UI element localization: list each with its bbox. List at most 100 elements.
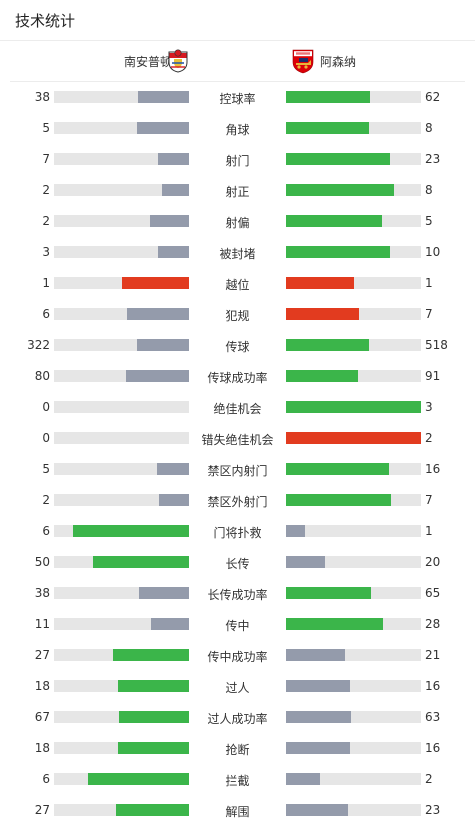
home-stat-bar (54, 215, 189, 227)
stat-label: 错失绝佳机会 (201, 433, 274, 447)
home-stat-bar-fill (157, 153, 189, 165)
home-stat-bar (54, 246, 189, 258)
home-stat-value: 6 (42, 307, 50, 321)
home-stat-bar (54, 432, 189, 444)
home-stat-value: 0 (42, 400, 50, 414)
stat-label: 解围 (225, 805, 250, 819)
home-stat-bar-fill (119, 711, 189, 723)
stat-row: 1 越位 1 (0, 268, 475, 299)
stat-label: 抢断 (225, 743, 250, 757)
away-stat-value: 16 (425, 741, 441, 755)
home-stat-value: 6 (42, 772, 50, 786)
away-stat-bar (286, 184, 421, 196)
home-stat-value: 2 (42, 214, 50, 228)
home-stat-bar-fill (117, 742, 189, 754)
home-stat-value: 27 (34, 803, 50, 817)
stat-label: 控球率 (219, 92, 256, 106)
home-stat-bar (54, 773, 189, 785)
home-stat-bar (54, 308, 189, 320)
away-stat-bar (286, 153, 421, 165)
stat-label: 门将扑救 (213, 526, 262, 540)
home-stat-bar-fill (126, 308, 189, 320)
home-stat-value: 18 (34, 679, 50, 693)
stat-label: 长传 (225, 557, 250, 571)
stat-label: 禁区内射门 (207, 464, 268, 478)
home-stat-value: 2 (42, 493, 50, 507)
stat-label: 拦截 (225, 774, 250, 788)
away-stat-bar-fill (286, 370, 358, 382)
away-stat-value: 91 (425, 369, 441, 383)
away-stat-value: 518 (425, 338, 448, 352)
home-stat-value: 322 (27, 338, 50, 352)
home-stat-value: 2 (42, 183, 50, 197)
home-stat-bar-fill (113, 649, 189, 661)
home-stat-bar-fill (162, 184, 189, 196)
stat-label: 被封堵 (219, 247, 256, 261)
stat-row: 38 长传成功率 65 (0, 578, 475, 609)
stat-row: 80 传球成功率 91 (0, 361, 475, 392)
home-stat-bar-fill (137, 339, 189, 351)
home-stat-bar (54, 494, 189, 506)
away-stat-bar-fill (286, 401, 421, 413)
away-stat-bar-fill (286, 494, 392, 506)
away-stat-bar-fill (286, 432, 421, 444)
home-stat-bar-fill (139, 587, 189, 599)
stat-label: 射正 (225, 185, 250, 199)
home-stat-bar-fill (73, 525, 189, 537)
page-header: 技术统计 (0, 0, 475, 41)
stat-row: 0 绝佳机会 3 (0, 392, 475, 423)
stat-label: 长传成功率 (207, 588, 268, 602)
away-stat-bar-fill (286, 618, 383, 630)
stat-label: 绝佳机会 (213, 402, 262, 416)
teams-header: 南安普顿 阿森纳 (10, 42, 465, 82)
away-stat-bar-fill (286, 215, 383, 227)
away-stat-bar-fill (286, 463, 389, 475)
away-stat-bar (286, 742, 421, 754)
away-stat-bar (286, 649, 421, 661)
away-stat-value: 8 (425, 121, 433, 135)
home-stat-bar (54, 153, 189, 165)
stat-label: 角球 (225, 123, 250, 137)
away-stat-bar-fill (286, 556, 325, 568)
away-stat-bar (286, 711, 421, 723)
away-stat-value: 65 (425, 586, 441, 600)
stat-row: 3 被封堵 10 (0, 237, 475, 268)
stat-label: 传球 (225, 340, 250, 354)
home-stat-bar (54, 742, 189, 754)
away-stat-value: 3 (425, 400, 433, 414)
away-stat-bar (286, 556, 421, 568)
away-stat-bar (286, 587, 421, 599)
away-stat-value: 28 (425, 617, 441, 631)
away-stat-bar (286, 122, 421, 134)
home-stat-bar (54, 184, 189, 196)
stat-label: 越位 (225, 278, 250, 292)
home-stat-value: 3 (42, 245, 50, 259)
stat-row: 5 角球 8 (0, 113, 475, 144)
home-stat-bar-fill (156, 463, 189, 475)
stat-row: 2 射偏 5 (0, 206, 475, 237)
away-team-name: 阿森纳 (320, 55, 357, 69)
stat-label: 射门 (225, 154, 250, 168)
stat-row: 18 过人 16 (0, 671, 475, 702)
home-stat-bar (54, 370, 189, 382)
home-stat-value: 5 (42, 121, 50, 135)
home-stat-bar (54, 587, 189, 599)
away-stat-value: 20 (425, 555, 441, 569)
away-stat-bar-fill (286, 804, 349, 816)
stat-row: 322 传球 518 (0, 330, 475, 361)
home-stat-bar-fill (150, 215, 189, 227)
page-title: 技术统计 (15, 12, 76, 30)
stat-row: 18 抢断 16 (0, 733, 475, 764)
home-stat-bar-fill (125, 370, 189, 382)
away-stat-bar-fill (286, 184, 394, 196)
stat-row: 27 传中成功率 21 (0, 640, 475, 671)
away-stat-bar-fill (286, 277, 354, 289)
away-stat-bar-fill (286, 246, 390, 258)
away-stat-value: 63 (425, 710, 441, 724)
away-stat-bar-fill (286, 742, 350, 754)
away-stat-value: 21 (425, 648, 441, 662)
away-stat-bar (286, 91, 421, 103)
home-stat-bar (54, 711, 189, 723)
away-stat-bar (286, 773, 421, 785)
home-stat-bar-fill (137, 122, 189, 134)
